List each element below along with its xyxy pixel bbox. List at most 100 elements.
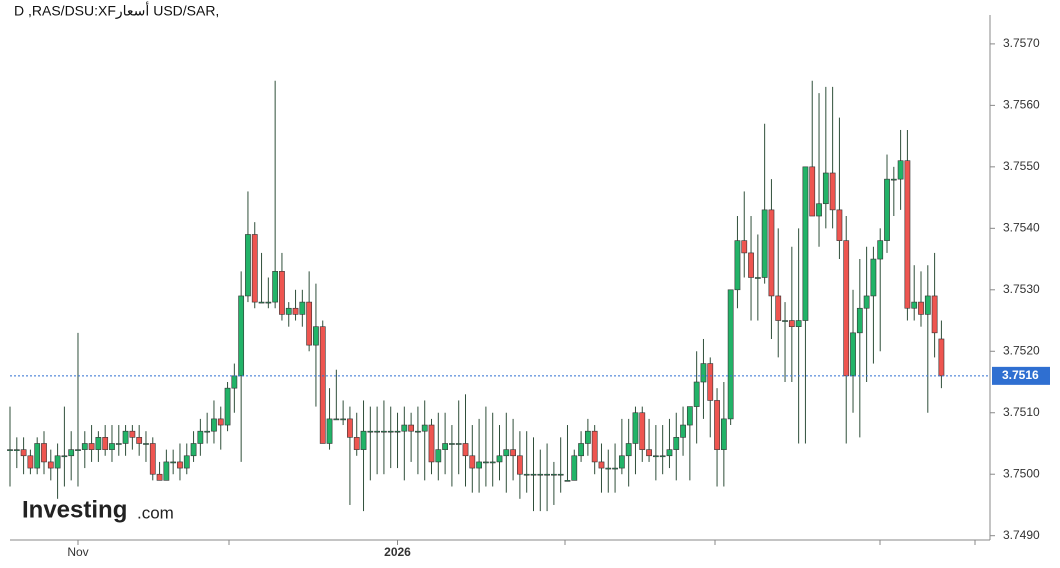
- candle-body: [476, 461, 482, 469]
- candle-body: [387, 430, 394, 433]
- candle-body: [530, 473, 537, 476]
- candle-body: [381, 430, 387, 433]
- candle-body: [204, 430, 211, 433]
- candle-body: [61, 455, 68, 458]
- candle-body: [829, 172, 836, 211]
- candle-body: [557, 473, 564, 476]
- candle-body: [911, 301, 918, 309]
- y-tick-label: 3.7490: [1003, 528, 1040, 542]
- candle-body: [442, 443, 448, 450]
- candle-body: [455, 443, 462, 445]
- candle-body: [401, 424, 408, 432]
- candle-body: [741, 240, 748, 254]
- candle-body: [88, 443, 95, 450]
- candle-body: [666, 449, 673, 457]
- candle-body: [863, 295, 870, 309]
- candle-body: [496, 455, 503, 463]
- candle-body: [197, 430, 204, 444]
- candle-body: [367, 430, 374, 433]
- candle-body: [299, 301, 306, 315]
- candle-body: [109, 443, 115, 450]
- candle-body: [95, 437, 102, 450]
- candle-body: [102, 437, 109, 450]
- candle-body: [720, 418, 727, 450]
- candle-body: [612, 467, 618, 470]
- candle-body: [938, 338, 945, 377]
- candle-body: [707, 363, 714, 401]
- candle-body: [809, 166, 816, 217]
- candle-body: [75, 449, 81, 451]
- candle-body: [700, 363, 707, 383]
- candle-body: [326, 418, 333, 444]
- candle-body: [360, 430, 367, 450]
- candle-body: [625, 443, 632, 457]
- candle-body: [47, 461, 54, 469]
- candle-body: [347, 418, 353, 438]
- candle-body: [272, 271, 279, 303]
- x-tick-label: Nov: [67, 545, 88, 559]
- x-tick-label: 2026: [384, 545, 411, 559]
- candle-body: [81, 443, 88, 450]
- candle-body: [918, 301, 924, 315]
- candle-body: [822, 172, 829, 205]
- candle-body: [544, 473, 550, 476]
- candle-body: [374, 430, 381, 433]
- y-tick-label: 3.7530: [1003, 282, 1040, 296]
- candle-body: [265, 301, 272, 304]
- y-tick-label: 3.7550: [1003, 159, 1040, 173]
- candle-body: [292, 307, 299, 315]
- candle-body: [843, 240, 850, 377]
- candle-body: [285, 307, 292, 315]
- candle-body: [836, 209, 843, 241]
- y-tick-label: 3.7500: [1003, 466, 1040, 480]
- candle-body: [333, 418, 340, 421]
- y-tick-label: 3.7570: [1003, 36, 1040, 50]
- candle-body: [319, 326, 326, 444]
- candle-body: [258, 301, 265, 304]
- candle-body: [190, 443, 197, 457]
- candle-body: [734, 240, 741, 291]
- candle-body: [931, 295, 938, 334]
- candle-body: [605, 467, 612, 470]
- candle-body: [13, 449, 20, 451]
- candle-body: [435, 449, 442, 463]
- candle-body: [591, 430, 598, 463]
- candle-body: [884, 178, 890, 241]
- candle-body: [788, 320, 795, 327]
- candle-body: [115, 443, 122, 445]
- candle-body: [183, 455, 190, 469]
- candle-body: [686, 406, 693, 426]
- candle-body: [639, 412, 646, 450]
- candle-body: [170, 461, 177, 464]
- candle-body: [224, 387, 231, 426]
- candle-body: [34, 443, 41, 469]
- candle-body: [510, 449, 516, 457]
- candle-body: [816, 203, 822, 217]
- candle-body: [163, 461, 170, 481]
- candle-body: [768, 209, 775, 297]
- candle-body: [761, 209, 768, 278]
- candle-body: [693, 381, 700, 407]
- candle-body: [136, 437, 143, 444]
- candle-body: [149, 443, 156, 475]
- candle-body: [904, 160, 911, 309]
- watermark-suffix: .com: [137, 503, 174, 522]
- candle-body: [571, 455, 578, 481]
- y-tick-label: 3.7540: [1003, 220, 1040, 234]
- candle-body: [856, 307, 863, 334]
- candle-body: [578, 443, 584, 457]
- candle-body: [143, 443, 149, 445]
- candle-body: [211, 418, 217, 432]
- candle-body: [177, 461, 183, 469]
- candle-body: [646, 449, 652, 457]
- candle-body: [802, 166, 809, 321]
- candle-body: [673, 437, 680, 450]
- candle-body: [659, 455, 666, 458]
- candle-body: [483, 461, 489, 464]
- y-tick-label: 3.7560: [1003, 98, 1040, 112]
- candle-body: [313, 326, 319, 346]
- last-price-box: [992, 366, 1050, 385]
- candle-body: [421, 424, 428, 432]
- candle-body: [782, 320, 788, 322]
